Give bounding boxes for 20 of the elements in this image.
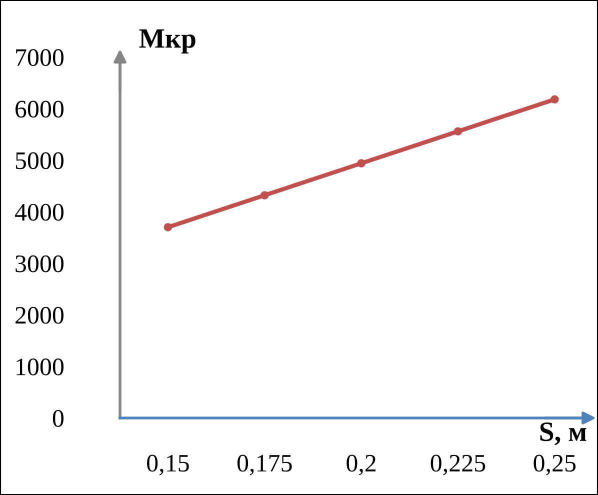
x-axis-title: S, м <box>540 422 586 446</box>
y-tick-label: 3000 <box>16 255 64 272</box>
point <box>164 223 172 232</box>
y-tick-label: 0 <box>52 410 64 427</box>
point <box>454 127 462 136</box>
x-tick-label: 0,175 <box>237 454 292 476</box>
point <box>550 95 559 104</box>
y-axis-title: Мкр <box>139 29 196 54</box>
point <box>260 191 269 200</box>
point <box>357 159 366 168</box>
x-tick-label: 0,25 <box>534 454 576 476</box>
x-tick-label: 0,2 <box>346 454 376 476</box>
x-tick-label: 0,225 <box>430 454 486 476</box>
y-tick-label: 2000 <box>16 306 64 324</box>
y-tick-label: 7000 <box>16 49 64 66</box>
y-tick-label: 6000 <box>16 100 64 118</box>
x-tick-label: 0,15 <box>147 454 189 476</box>
y-tick-label: 5000 <box>16 152 64 170</box>
y-tick-label: 1000 <box>16 358 64 376</box>
y-tick-label: 4000 <box>14 204 64 221</box>
